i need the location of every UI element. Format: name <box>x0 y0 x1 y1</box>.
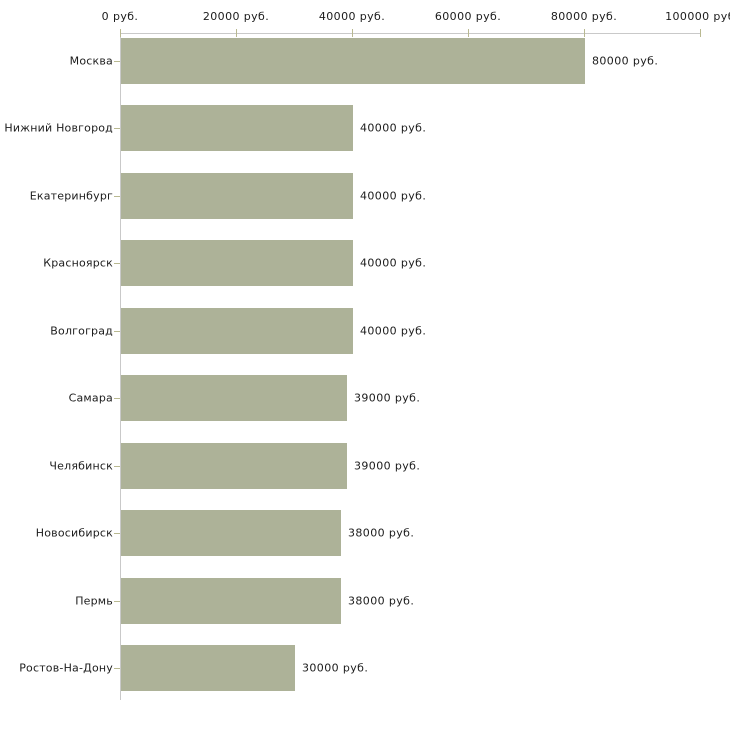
bar-Волгоград <box>121 308 353 354</box>
x-axis-tick-label: 20000 руб. <box>202 10 270 23</box>
bar-Ростов-На-Дону <box>121 645 295 691</box>
y-axis-line <box>120 33 121 700</box>
value-label: 38000 руб. <box>348 594 415 608</box>
y-axis-tick <box>114 601 120 602</box>
y-axis-tick <box>114 398 120 399</box>
value-label: 39000 руб. <box>354 459 421 473</box>
bar-Челябинск <box>121 443 347 489</box>
value-label: 30000 руб. <box>302 661 369 675</box>
x-axis-tick-label: 60000 руб. <box>434 10 502 23</box>
x-axis-tick-label: 80000 руб. <box>550 10 618 23</box>
y-axis-tick <box>114 466 120 467</box>
value-label: 40000 руб. <box>360 256 427 270</box>
category-label: Ростов-На-Дону <box>19 661 113 675</box>
category-label: Нижний Новгород <box>4 121 113 135</box>
x-axis-tick-label: 100000 руб <box>665 10 730 23</box>
x-axis-tick <box>700 29 701 37</box>
category-label: Москва <box>69 54 113 68</box>
y-axis-tick <box>114 61 120 62</box>
y-axis-tick <box>114 331 120 332</box>
bar-Нижний Новгород <box>121 105 353 151</box>
x-axis-line <box>120 33 701 34</box>
value-label: 39000 руб. <box>354 391 421 405</box>
x-axis-tick <box>468 29 469 37</box>
bar-Красноярск <box>121 240 353 286</box>
category-label: Екатеринбург <box>29 189 113 203</box>
category-label: Волгоград <box>50 324 113 338</box>
value-label: 40000 руб. <box>360 324 427 338</box>
x-axis-tick-label: 0 руб. <box>101 10 139 23</box>
y-axis-tick <box>114 263 120 264</box>
y-axis-tick <box>114 196 120 197</box>
value-label: 38000 руб. <box>348 526 415 540</box>
x-axis-tick <box>120 29 121 37</box>
x-axis-tick <box>352 29 353 37</box>
category-label: Пермь <box>75 594 113 608</box>
x-axis-tick-label: 40000 руб. <box>318 10 386 23</box>
y-axis-tick <box>114 128 120 129</box>
value-label: 80000 руб. <box>592 54 659 68</box>
value-label: 40000 руб. <box>360 189 427 203</box>
category-label: Челябинск <box>49 459 113 473</box>
bar-Пермь <box>121 578 341 624</box>
bar-Новосибирск <box>121 510 341 556</box>
bar-Самара <box>121 375 347 421</box>
value-label: 40000 руб. <box>360 121 427 135</box>
x-axis-tick <box>236 29 237 37</box>
category-label: Самара <box>68 391 113 405</box>
bar-Москва <box>121 38 585 84</box>
category-label: Новосибирск <box>35 526 113 540</box>
y-axis-tick <box>114 533 120 534</box>
y-axis-tick <box>114 668 120 669</box>
category-label: Красноярск <box>43 256 113 270</box>
bar-Екатеринбург <box>121 173 353 219</box>
x-axis-tick <box>584 29 585 37</box>
